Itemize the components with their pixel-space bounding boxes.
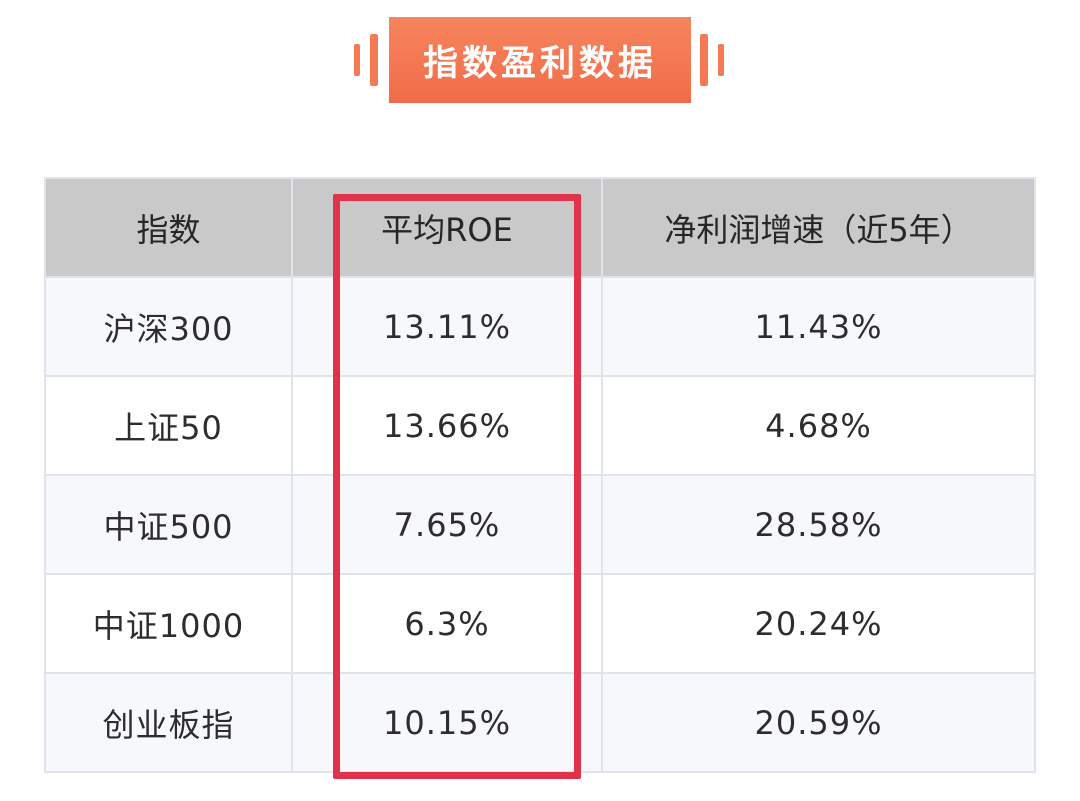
header-avg-roe: 平均ROE [291,177,603,278]
cell-index-name: 中证1000 [44,573,293,674]
table-header-row: 指数 平均ROE 净利润增速（近5年） [44,177,1036,278]
title-banner-area: 指数盈利数据 [0,0,1080,120]
cell-avg-roe: 13.66% [291,375,603,476]
header-net-profit-growth: 净利润增速（近5年） [601,177,1036,278]
banner-decoration-left-inner [370,34,378,86]
table-row: 中证1000 6.3% 20.24% [44,573,1036,674]
table-row: 上证50 13.66% 4.68% [44,375,1036,476]
banner-decoration-right-outer [718,44,724,76]
header-index: 指数 [44,177,293,278]
table-row: 沪深300 13.11% 11.43% [44,276,1036,377]
cell-avg-roe: 7.65% [291,474,603,575]
cell-net-profit-growth: 20.24% [601,573,1036,674]
cell-avg-roe: 10.15% [291,672,603,773]
cell-net-profit-growth: 20.59% [601,672,1036,773]
cell-index-name: 创业板指 [44,672,293,773]
cell-net-profit-growth: 28.58% [601,474,1036,575]
cell-index-name: 中证500 [44,474,293,575]
cell-index-name: 上证50 [44,375,293,476]
table-row: 中证500 7.65% 28.58% [44,474,1036,575]
cell-avg-roe: 13.11% [291,276,603,377]
index-profit-table: 指数 平均ROE 净利润增速（近5年） 沪深300 13.11% 11.43% … [44,177,1036,773]
table-row: 创业板指 10.15% 20.59% [44,672,1036,773]
cell-index-name: 沪深300 [44,276,293,377]
title-banner: 指数盈利数据 [389,17,691,103]
banner-decoration-left-outer [354,44,360,76]
cell-net-profit-growth: 11.43% [601,276,1036,377]
banner-title: 指数盈利数据 [422,43,657,84]
cell-avg-roe: 6.3% [291,573,603,674]
banner-decoration-right-inner [700,34,708,86]
cell-net-profit-growth: 4.68% [601,375,1036,476]
